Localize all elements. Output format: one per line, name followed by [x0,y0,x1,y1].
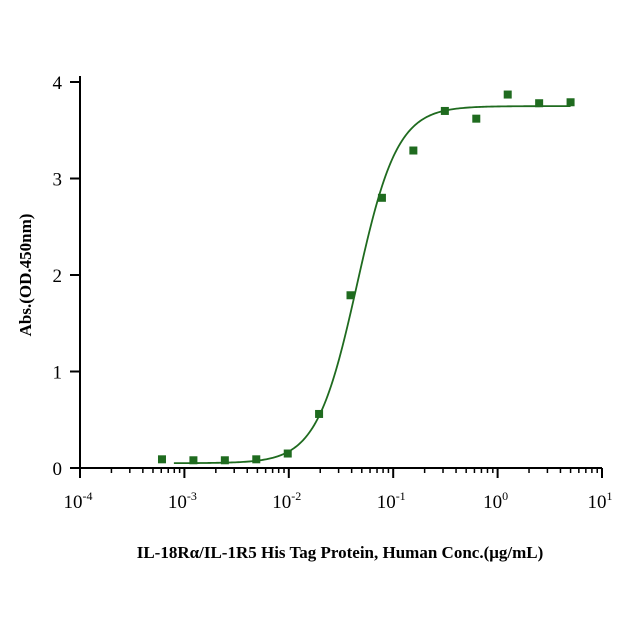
y-tick-label: 2 [53,266,63,287]
x-tick-label: 10-4 [64,489,93,513]
x-tick-label: 101 [588,489,613,513]
x-tick-exponent: -4 [83,489,93,503]
data-point [220,456,229,465]
x-tick-label: 10-3 [168,489,197,513]
y-tick-label: 4 [53,73,63,94]
x-tick-exponent: -2 [291,489,301,503]
x-tick-label: 100 [483,489,508,513]
x-tick-label: 10-1 [377,489,406,513]
data-points [157,90,575,465]
x-tick-exponent: 1 [607,489,613,503]
x-tick-label: 10-2 [272,489,301,513]
y-tick-label: 0 [53,459,63,480]
y-tick-label: 3 [53,170,63,191]
y-tick-label: 1 [53,363,63,384]
x-tick-base: 10 [377,492,396,513]
data-point [252,455,261,464]
data-point [377,193,386,202]
data-point [440,106,449,115]
data-point [189,456,198,465]
x-tick-base: 10 [588,492,607,513]
fit-curve [173,105,571,465]
data-point [503,90,512,99]
data-point [346,291,355,300]
data-point [535,99,544,108]
y-axis-title: Abs.(OD.450nm) [16,214,35,337]
y-ticks: 0 1 2 3 4 [53,73,80,480]
data-point [566,98,575,107]
x-ticks: 10-4 10-3 10-2 10-1 100 101 [64,468,613,513]
data-point [472,114,481,123]
x-tick-base: 10 [272,492,291,513]
data-point [283,449,292,458]
data-point [315,409,324,418]
data-point [157,455,166,464]
x-tick-exponent: -1 [396,489,406,503]
x-tick-exponent: -3 [187,489,197,503]
x-tick-exponent: 0 [502,489,508,503]
data-point [409,146,418,155]
x-tick-base: 10 [483,492,502,513]
x-tick-base: 10 [64,492,83,513]
axes [79,76,602,469]
x-axis-title: IL-18Rα/IL-1R5 His Tag Protein, Human Co… [137,543,544,562]
x-tick-base: 10 [168,492,187,513]
